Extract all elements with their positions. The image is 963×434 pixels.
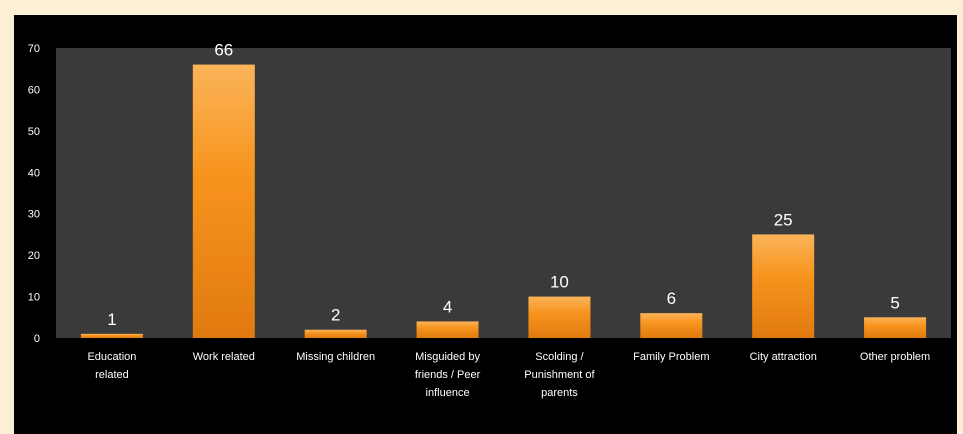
y-tick-label: 10 xyxy=(28,292,40,304)
x-tick-label: Education xyxy=(87,351,136,363)
x-tick-label: Misguided by xyxy=(415,351,480,363)
bar xyxy=(192,64,255,339)
bar xyxy=(80,333,143,338)
y-tick-label: 70 xyxy=(28,43,40,55)
chart-frame: 0 10 20 30 40 50 60 70 1 66 2 4 10 6 25 5 Education rel… xyxy=(14,15,957,434)
data-label: 5 xyxy=(890,293,899,312)
y-tick-label: 20 xyxy=(28,250,40,262)
data-label: 10 xyxy=(550,273,569,292)
bar-chart: 0 10 20 30 40 50 60 70 1 66 2 4 10 6 25 5 Education rel… xyxy=(28,41,930,399)
x-tick-label: Other problem xyxy=(860,351,930,363)
bar xyxy=(864,317,927,338)
data-label: 66 xyxy=(214,41,233,60)
bar xyxy=(416,321,479,338)
data-label: 2 xyxy=(331,306,340,325)
bar xyxy=(304,329,367,338)
x-tick-label: Punishment of xyxy=(524,369,595,381)
y-tick-label: 60 xyxy=(28,84,40,96)
x-tick-label: Missing children xyxy=(296,351,375,363)
y-tick-label: 50 xyxy=(28,126,40,138)
y-tick-label: 40 xyxy=(28,167,40,179)
x-tick-label: influence xyxy=(426,387,470,399)
x-axis: Education related Work related Missing chil… xyxy=(87,351,930,399)
data-label: 1 xyxy=(107,310,116,329)
y-axis: 0 10 20 30 40 50 60 70 xyxy=(28,43,40,345)
data-label: 4 xyxy=(443,297,452,316)
bars: 1 66 2 4 10 6 25 5 xyxy=(80,41,927,339)
x-tick-label: City attraction xyxy=(750,351,817,363)
x-tick-label: Work related xyxy=(193,351,255,363)
data-label: 25 xyxy=(774,210,793,229)
x-tick-label: parents xyxy=(541,387,578,399)
bar xyxy=(640,313,703,338)
y-tick-label: 0 xyxy=(34,333,40,345)
bar xyxy=(528,296,591,338)
x-tick-label: related xyxy=(95,369,129,381)
x-tick-label: Family Problem xyxy=(633,351,709,363)
x-tick-label: Scolding / xyxy=(535,351,584,363)
data-label: 6 xyxy=(667,289,676,308)
y-tick-label: 30 xyxy=(28,209,40,221)
bar xyxy=(752,234,815,338)
x-tick-label: friends / Peer xyxy=(415,369,481,381)
